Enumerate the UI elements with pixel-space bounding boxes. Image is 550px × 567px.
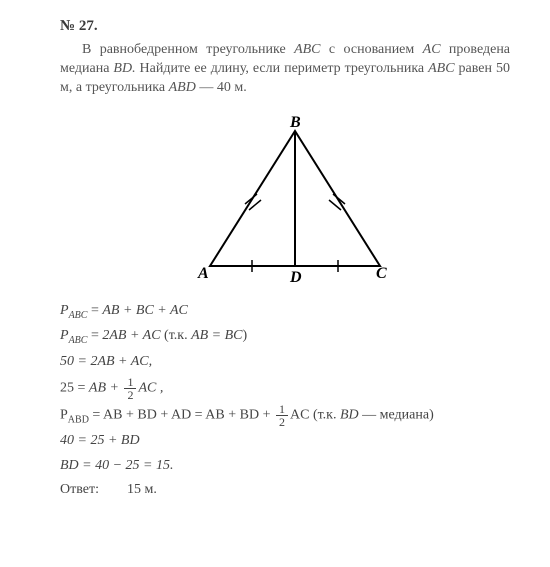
- answer-value: 15 м.: [127, 482, 157, 497]
- numerator: 1: [276, 403, 288, 416]
- eq-line-3: 50 = 2AB + AC,: [60, 351, 510, 373]
- text: Найдите ее длину, если периметр треуголь…: [136, 61, 429, 76]
- text: =: [87, 328, 102, 343]
- sub: ABC: [69, 309, 88, 320]
- var: P: [60, 328, 69, 343]
- eq-line-2: PABC = 2AB + AC (т.к. AB = BC): [60, 325, 510, 349]
- var: ABC: [294, 42, 320, 57]
- text: = AB + BD + AD = AB + BD +: [89, 407, 274, 422]
- problem-statement: В равнобедренном треугольнике ABC с осно…: [60, 41, 510, 98]
- text: BD = 40 − 25 = 15.: [60, 458, 174, 473]
- sub: ABD: [68, 414, 89, 425]
- text: 25 =: [60, 380, 89, 395]
- answer-label: Ответ:: [60, 482, 99, 497]
- text: — медиана): [359, 407, 434, 422]
- text: с основанием: [321, 42, 423, 57]
- label-D: D: [289, 269, 302, 286]
- var: AB = BC: [191, 328, 242, 343]
- numerator: 1: [124, 376, 136, 389]
- fraction: 12: [276, 403, 288, 428]
- var: AC: [290, 407, 309, 422]
- var: ABD: [169, 80, 196, 95]
- var: BD.: [113, 61, 135, 76]
- var: P: [60, 303, 69, 318]
- eq-line-7: BD = 40 − 25 = 15.: [60, 455, 510, 477]
- text: 40 = 25 + BD: [60, 433, 140, 448]
- triangle-svg: A B C D: [180, 116, 390, 286]
- var: P: [60, 407, 68, 422]
- denominator: 2: [276, 416, 288, 428]
- text: =: [87, 303, 102, 318]
- answer-line: Ответ: 15 м.: [60, 479, 510, 501]
- fraction: 12: [124, 376, 136, 401]
- var: ABC: [428, 61, 454, 76]
- text: В равнобедренном треугольнике: [82, 42, 294, 57]
- text: (т.к.: [161, 328, 192, 343]
- text: — 40 м.: [196, 80, 247, 95]
- eq-line-1: PABC = AB + BC + AC: [60, 300, 510, 324]
- solution-block: PABC = AB + BC + AC PABC = 2AB + AC (т.к…: [60, 300, 510, 502]
- var: 2AB + AC: [102, 328, 160, 343]
- text: 50 = 2AB + AC,: [60, 354, 152, 369]
- eq-line-4: 25 = AB + 12AC ,: [60, 376, 510, 401]
- sub: ABC: [69, 335, 88, 346]
- problem-number: № 27.: [60, 18, 510, 35]
- label-C: C: [376, 265, 387, 282]
- var: AC ,: [138, 380, 163, 395]
- text: (т.к.: [309, 407, 340, 422]
- var: AB + BC + AC: [102, 303, 188, 318]
- label-B: B: [289, 116, 301, 131]
- label-A: A: [197, 265, 209, 282]
- denominator: 2: [124, 389, 136, 401]
- eq-line-5: PABD = AB + BD + AD = AB + BD + 12AC (т.…: [60, 403, 510, 429]
- var: AB +: [89, 380, 123, 395]
- var: AC: [423, 42, 441, 57]
- var: BD: [340, 407, 359, 422]
- text: ): [243, 328, 248, 343]
- eq-line-6: 40 = 25 + BD: [60, 430, 510, 452]
- triangle-figure: A B C D: [60, 116, 510, 286]
